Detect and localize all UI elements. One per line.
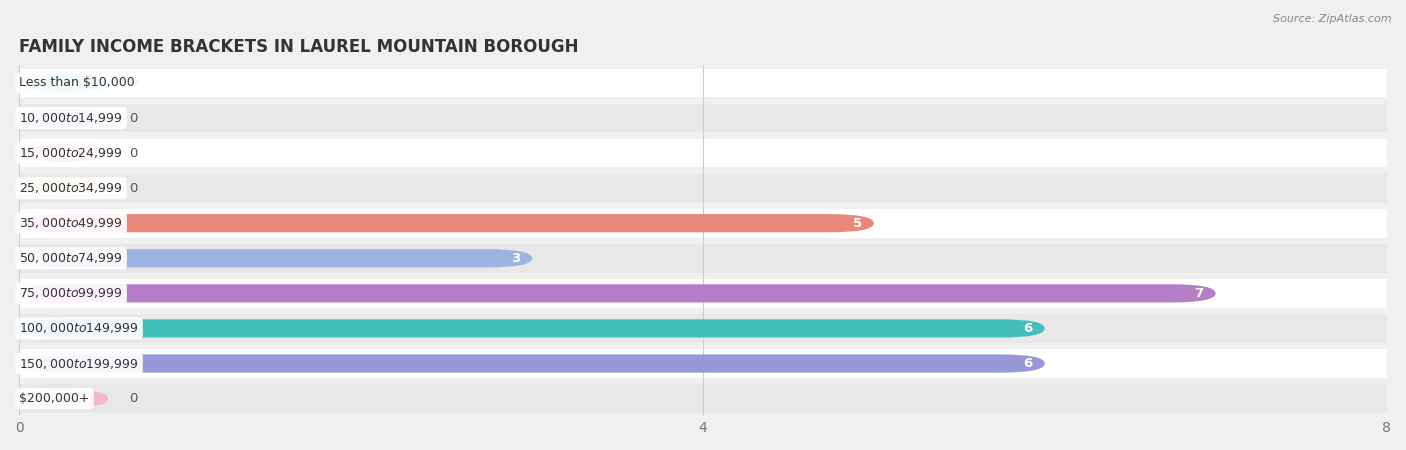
FancyBboxPatch shape bbox=[20, 144, 108, 162]
FancyBboxPatch shape bbox=[20, 320, 1045, 338]
FancyBboxPatch shape bbox=[20, 249, 531, 267]
Text: $10,000 to $14,999: $10,000 to $14,999 bbox=[20, 111, 122, 125]
Text: FAMILY INCOME BRACKETS IN LAUREL MOUNTAIN BOROUGH: FAMILY INCOME BRACKETS IN LAUREL MOUNTAI… bbox=[20, 37, 579, 55]
Bar bbox=[20, 68, 1386, 97]
Text: 3: 3 bbox=[510, 252, 520, 265]
Bar bbox=[20, 314, 1386, 343]
FancyBboxPatch shape bbox=[20, 390, 108, 408]
Text: Less than $10,000: Less than $10,000 bbox=[20, 76, 135, 90]
Text: 0: 0 bbox=[129, 76, 138, 90]
Text: 0: 0 bbox=[129, 392, 138, 405]
Bar bbox=[20, 279, 1386, 308]
Text: $150,000 to $199,999: $150,000 to $199,999 bbox=[20, 356, 139, 370]
Text: 5: 5 bbox=[853, 217, 862, 230]
Text: 0: 0 bbox=[129, 147, 138, 160]
Text: 0: 0 bbox=[129, 182, 138, 195]
FancyBboxPatch shape bbox=[20, 179, 108, 197]
Text: $200,000+: $200,000+ bbox=[20, 392, 90, 405]
Bar bbox=[20, 349, 1386, 378]
FancyBboxPatch shape bbox=[20, 214, 875, 232]
FancyBboxPatch shape bbox=[20, 355, 1045, 373]
Text: $15,000 to $24,999: $15,000 to $24,999 bbox=[20, 146, 122, 160]
Bar bbox=[20, 384, 1386, 413]
Text: 6: 6 bbox=[1024, 357, 1033, 370]
Text: $50,000 to $74,999: $50,000 to $74,999 bbox=[20, 251, 122, 266]
Bar bbox=[20, 174, 1386, 203]
FancyBboxPatch shape bbox=[20, 109, 108, 127]
Text: 7: 7 bbox=[1195, 287, 1204, 300]
Text: 6: 6 bbox=[1024, 322, 1033, 335]
FancyBboxPatch shape bbox=[20, 284, 1216, 302]
Bar bbox=[20, 244, 1386, 273]
Bar bbox=[20, 209, 1386, 238]
Text: Source: ZipAtlas.com: Source: ZipAtlas.com bbox=[1274, 14, 1392, 23]
Text: $35,000 to $49,999: $35,000 to $49,999 bbox=[20, 216, 122, 230]
Text: $100,000 to $149,999: $100,000 to $149,999 bbox=[20, 321, 139, 335]
Bar bbox=[20, 139, 1386, 167]
Bar bbox=[20, 104, 1386, 132]
Text: $25,000 to $34,999: $25,000 to $34,999 bbox=[20, 181, 122, 195]
FancyBboxPatch shape bbox=[20, 74, 108, 92]
Text: 0: 0 bbox=[129, 112, 138, 125]
Text: $75,000 to $99,999: $75,000 to $99,999 bbox=[20, 286, 122, 301]
